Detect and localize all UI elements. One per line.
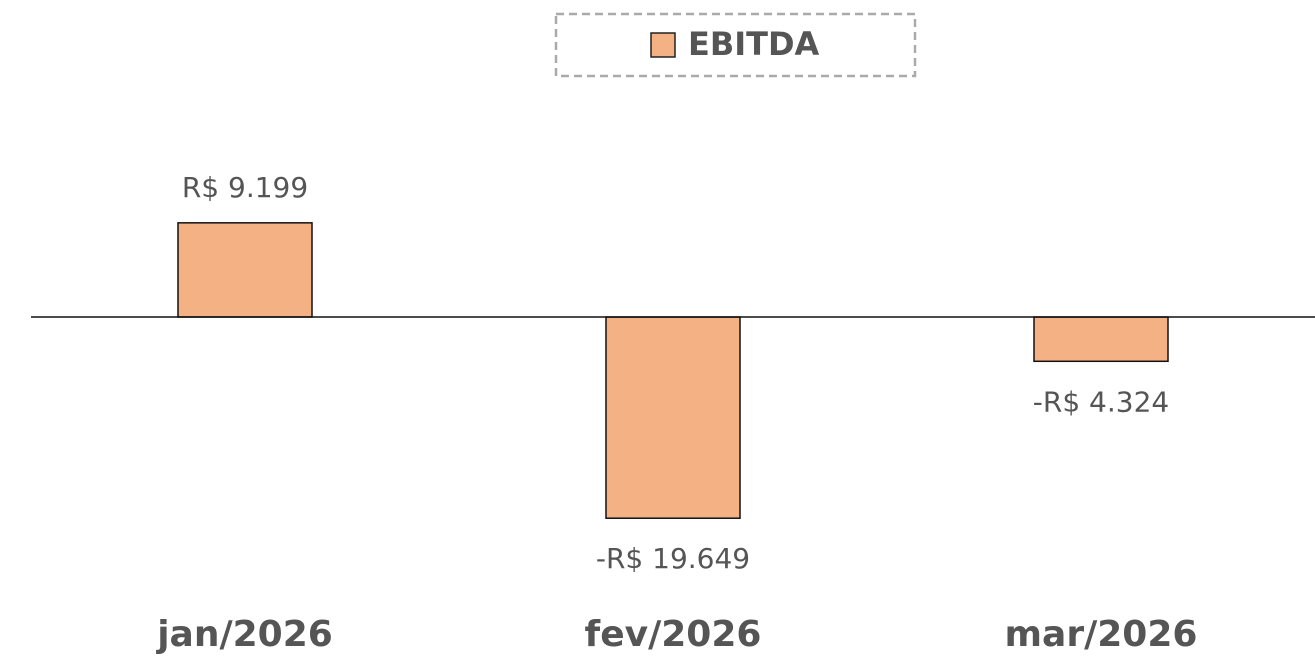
legend-label: EBITDA	[688, 25, 820, 63]
value-label: R$ 9.199	[182, 171, 308, 204]
legend-swatch	[650, 32, 676, 58]
value-label: -R$ 19.649	[596, 542, 750, 575]
bar	[605, 316, 741, 519]
value-label: -R$ 4.324	[1033, 385, 1169, 418]
bar	[177, 222, 313, 318]
x-tick-label: fev/2026	[585, 614, 762, 655]
x-tick-label: jan/2026	[155, 614, 333, 655]
x-tick-label: mar/2026	[1005, 614, 1198, 655]
bar	[1033, 316, 1169, 363]
legend-box	[554, 12, 917, 78]
